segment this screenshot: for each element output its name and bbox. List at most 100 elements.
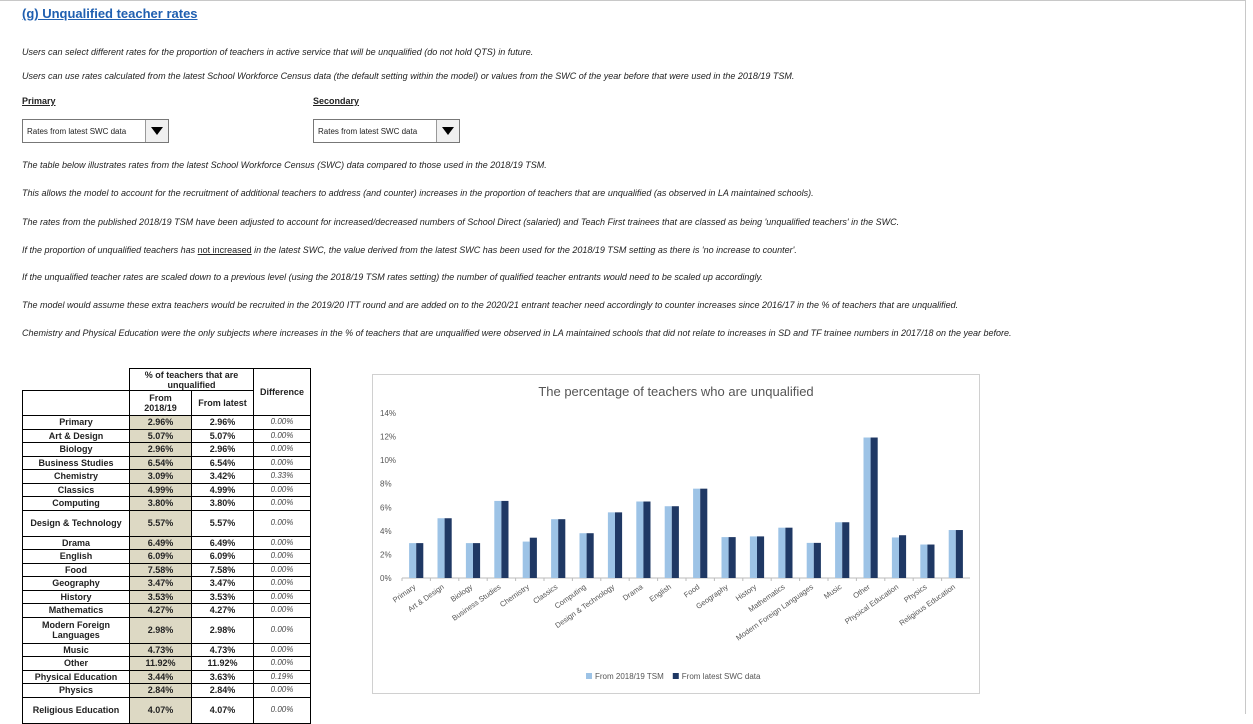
note-part: in the latest SWC, the value derived fro… [251,245,797,255]
y-tick-label: 2% [380,550,392,559]
value-cell: 7.58% [129,562,192,577]
bar [728,537,736,578]
difference-cell: 0.00% [253,549,311,564]
bar [444,518,452,578]
bar [806,542,814,578]
bar [927,544,935,578]
value-cell: 3.80% [129,496,192,511]
subject-cell: Business Studies [22,455,130,470]
y-tick-label: 6% [380,503,392,512]
table-row: Religious Education 4.07% 4.07% 0.00% [22,696,311,724]
value-cell: 6.49% [129,535,192,550]
difference-cell: 0.00% [253,562,311,577]
table-row: Modern Foreign Languages 2.98% 2.98% 0.00% [22,616,311,644]
value-cell: 3.47% [129,576,192,591]
bar [700,488,708,578]
table-row: English 6.09% 6.09% 0.00% [22,549,311,564]
subject-cell: Modern Foreign Languages [22,616,130,644]
value-cell: 3.44% [129,669,192,684]
bar [494,500,502,578]
legend-label: From 2018/19 TSM [595,672,664,681]
intro-text: Users can select different rates for the… [22,47,534,57]
value-cell: 2.84% [129,683,192,698]
bar [813,542,821,578]
value-cell: 3.09% [129,469,192,484]
table-row: Design & Technology 5.57% 5.57% 0.00% [22,509,311,537]
dropdown[interactable]: Rates from latest SWC data [22,119,169,143]
table-row: History 3.53% 3.53% 0.00% [22,589,311,604]
bar [955,530,963,578]
value-cell: 5.07% [129,428,192,443]
difference-cell: 0.00% [253,442,311,457]
header-row: % of teachers that are unqualified Differ… [23,368,311,416]
value-cell: 3.80% [191,496,254,511]
difference-cell: 0.00% [253,603,311,618]
table-row: Other 11.92% 11.92% 0.00% [22,656,311,671]
section-title[interactable]: (g) Unqualified teacher rates [22,6,198,21]
dropdown-button[interactable] [145,120,168,142]
difference-cell: 0.00% [253,642,311,657]
bar [948,530,956,578]
arrow-icon [151,127,163,135]
value-cell: 2.84% [191,683,254,698]
column-header: From latest [191,390,254,416]
table-row: Geography 3.47% 3.47% 0.00% [22,576,311,591]
dropdown-button[interactable] [436,120,459,142]
value-cell: 4.73% [191,642,254,657]
bar [920,544,928,578]
value-cell: 7.58% [191,562,254,577]
bar [664,506,672,578]
arrow-icon [442,127,454,135]
bar [778,527,786,578]
table-row: Physics 2.84% 2.84% 0.00% [22,683,311,698]
y-tick-label: 10% [380,456,396,465]
value-cell: 4.27% [129,603,192,618]
subject-cell: Drama [22,535,130,550]
value-cell: 11.92% [129,656,192,671]
value-cell: 2.96% [191,442,254,457]
note-emphasis: not increased [197,245,252,255]
subject-cell: Mathematics [22,603,130,618]
subject-cell: Religious Education [22,696,130,724]
bar [501,500,509,578]
blank-cell [23,369,130,391]
value-cell: 6.09% [129,549,192,564]
note-text: The rates from the published 2018/19 TSM… [22,217,900,227]
value-cell: 2.98% [129,616,192,644]
bar [636,501,644,578]
bar [558,519,566,578]
note-part: If the proportion of unqualified teacher… [22,245,198,255]
subject-cell: Food [22,562,130,577]
value-cell: 5.07% [191,428,254,443]
bar [409,543,417,578]
bar [721,537,729,578]
table-row: Food 7.58% 7.58% 0.00% [22,562,311,577]
subject-cell: Design & Technology [22,509,130,537]
value-cell: 6.54% [129,455,192,470]
difference-cell: 0.00% [253,656,311,671]
note-text: Chemistry and Physical Education were th… [22,328,1012,338]
subject-cell: Chemistry [22,469,130,484]
bar [870,437,878,578]
bar [785,527,793,578]
value-cell: 6.54% [191,455,254,470]
bar [437,518,445,578]
bar [757,536,765,578]
value-cell: 5.57% [191,509,254,537]
bar [551,519,559,578]
value-cell: 11.92% [191,656,254,671]
bar [465,543,473,578]
subject-cell: Computing [22,496,130,511]
bar [643,501,651,578]
dropdown[interactable]: Rates from latest SWC data [313,119,460,143]
difference-cell: 0.00% [253,482,311,497]
bar [522,541,530,578]
subject-cell: Biology [22,442,130,457]
bar [607,512,615,578]
value-cell: 3.42% [191,469,254,484]
value-cell: 6.09% [191,549,254,564]
bar [899,535,907,578]
chart-title: The percentage of teachers who are unqua… [538,384,813,399]
value-cell: 2.98% [191,616,254,644]
